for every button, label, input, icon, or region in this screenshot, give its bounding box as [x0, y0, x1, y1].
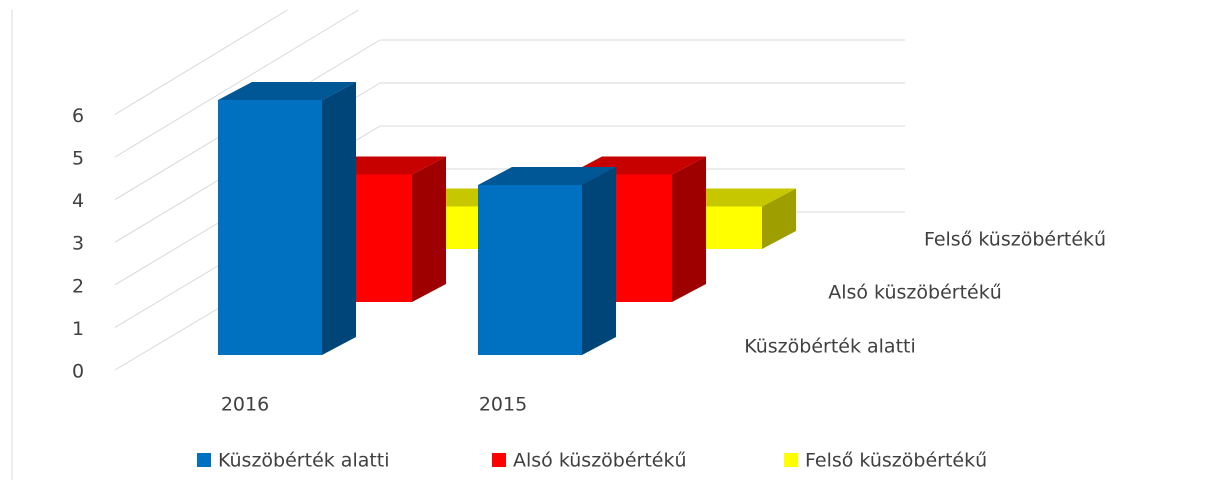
legend-swatch [784, 453, 798, 467]
bar [478, 185, 582, 355]
bar-side [672, 156, 706, 302]
legend-label: Alsó küszöbértékű [513, 450, 687, 472]
legend-label: Felső küszöbértékű [805, 450, 987, 472]
bar-side [762, 188, 796, 249]
x-tick-label: 2016 [221, 394, 269, 416]
depth-label: Felső küszöbértékű [924, 229, 1106, 251]
legend-swatch [492, 453, 506, 467]
y-tick-label: 2 [72, 275, 84, 297]
bar-side [582, 167, 616, 355]
y-tick-label: 4 [72, 190, 84, 212]
y-tick-label: 3 [72, 233, 84, 255]
bar-side [322, 82, 356, 355]
bar-top [478, 167, 616, 185]
y-tick-label: 6 [72, 105, 84, 127]
y-tick-label: 0 [72, 361, 84, 383]
legend-swatch [197, 453, 211, 467]
grid-line [114, 9, 359, 158]
grid-line [114, 9, 288, 115]
legend-label: Küszöbérték alatti [218, 450, 390, 472]
depth-label: Küszöbérték alatti [744, 336, 916, 358]
depth-label: Alsó küszöbértékű [828, 282, 1002, 304]
bar-side [412, 156, 446, 302]
y-tick-label: 1 [72, 318, 84, 340]
y-tick-label: 5 [72, 148, 84, 170]
bar-top [218, 82, 356, 100]
bar [218, 100, 322, 355]
x-tick-label: 2015 [479, 394, 527, 416]
